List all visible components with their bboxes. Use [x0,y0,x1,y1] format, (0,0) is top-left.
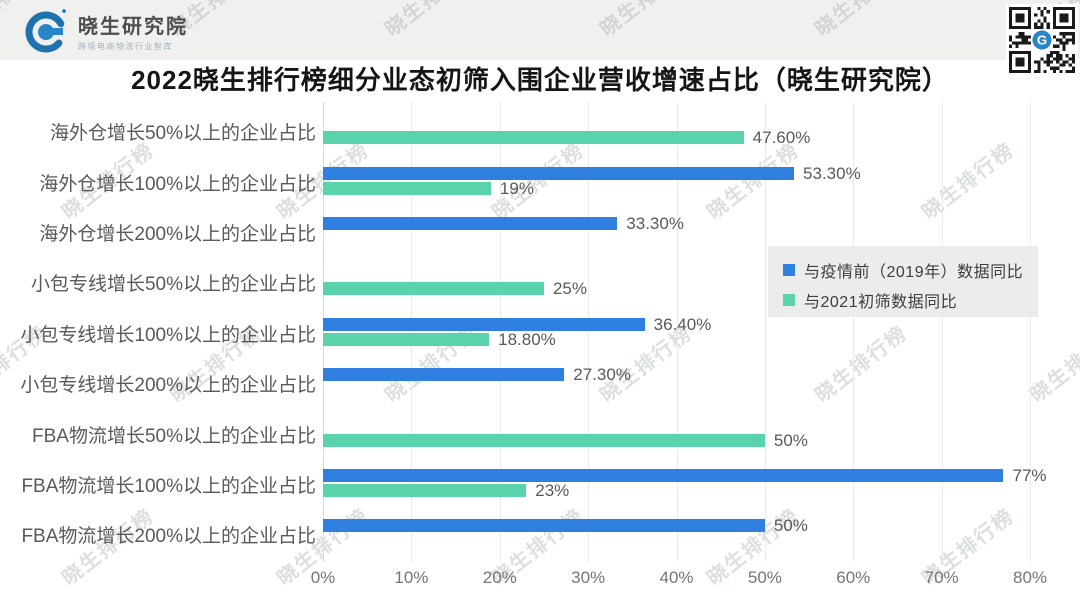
bar-vs-2021 [323,332,490,346]
gridline [323,102,324,562]
gridline [1030,102,1031,562]
bar-vs-2021 [323,484,527,497]
gridline [499,102,501,562]
svg-text:G: G [1037,33,1047,48]
top-band [0,0,1080,60]
x-tick-label: 60% [836,568,871,587]
gridline [764,102,766,562]
legend-item-2019: 与疫情前（2019年）数据同比 [783,257,1038,283]
gridline [676,102,678,562]
category-label: 海外仓增长200%以上的企业占比 [39,224,316,245]
bar-vs-2021 [323,433,765,447]
category-label: FBA物流增长50%以上的企业占比 [32,425,316,447]
x-tick-label: 20% [482,568,517,587]
gridline [853,102,855,562]
bar-value-label: 27.30% [573,365,631,385]
bar-vs-2019 [323,217,618,230]
legend: 与疫情前（2019年）数据同比 与2021初筛数据同比 [768,246,1038,317]
bar-value-label: 47.60% [752,128,811,148]
bar-vs-2019 [323,166,795,180]
page-title: 2022晓生排行榜细分业态初筛入围企业营收增速占比（晓生研究院） [131,65,949,95]
brand-tagline: 跨境电商物流行业智库 [78,42,173,51]
logo-g-icon [24,8,70,59]
category-label: 海外仓增长100%以上的企业占比 [39,173,316,195]
brand-name: 晓生研究院 [78,16,188,38]
bar-value-label: 36.40% [653,314,712,334]
bar-value-label: 25% [552,279,587,299]
bar-value-label: 19% [499,178,534,198]
bar-value-label: 18.80% [498,329,556,349]
bar-vs-2019 [323,317,645,331]
bar-value-label: 50% [773,516,808,536]
x-tick-label: 0% [310,568,336,587]
x-tick-label: 40% [659,568,694,587]
x-tick-label: 70% [924,568,959,587]
x-tick-label: 50% [747,568,782,587]
bar-vs-2021 [323,282,544,296]
x-tick-label: 10% [394,568,429,587]
category-label: 海外仓增长50%以上的企业占比 [49,123,316,145]
category-label: 小包专线增长200%以上的企业占比 [20,375,316,397]
bar-value-label: 77% [1012,466,1047,485]
bar-value-label: 33.30% [626,214,684,233]
bar-vs-2021 [323,131,744,145]
category-label: FBA物流增长100%以上的企业占比 [21,476,316,497]
gridline [588,102,590,562]
category-label: 小包专线增长50%以上的企业占比 [30,274,316,296]
legend-swatch-blue-icon [783,264,795,276]
x-tick-label: 30% [571,568,606,587]
category-label: 小包专线增长100%以上的企业占比 [20,324,316,346]
bar-vs-2019 [323,368,565,382]
legend-label-2019: 与疫情前（2019年）数据同比 [804,264,1024,281]
legend-item-2021: 与2021初筛数据同比 [783,287,1038,313]
brand-logo: 晓生研究院 跨境电商物流行业智库 [24,8,188,59]
legend-swatch-green-icon [783,294,795,306]
bar-vs-2019 [323,519,765,533]
bar-value-label: 23% [535,481,570,500]
qr-code: G [1006,4,1078,76]
legend-label-2021: 与2021初筛数据同比 [804,294,958,311]
x-tick-label: 80% [1012,568,1048,587]
bar-value-label: 50% [773,430,808,450]
gridline [411,102,413,562]
bar-value-label: 53.30% [803,163,861,183]
bar-vs-2019 [323,469,1004,482]
gridline [941,102,943,562]
category-label: FBA物流增长200%以上的企业占比 [21,526,316,548]
bar-vs-2021 [323,181,491,195]
